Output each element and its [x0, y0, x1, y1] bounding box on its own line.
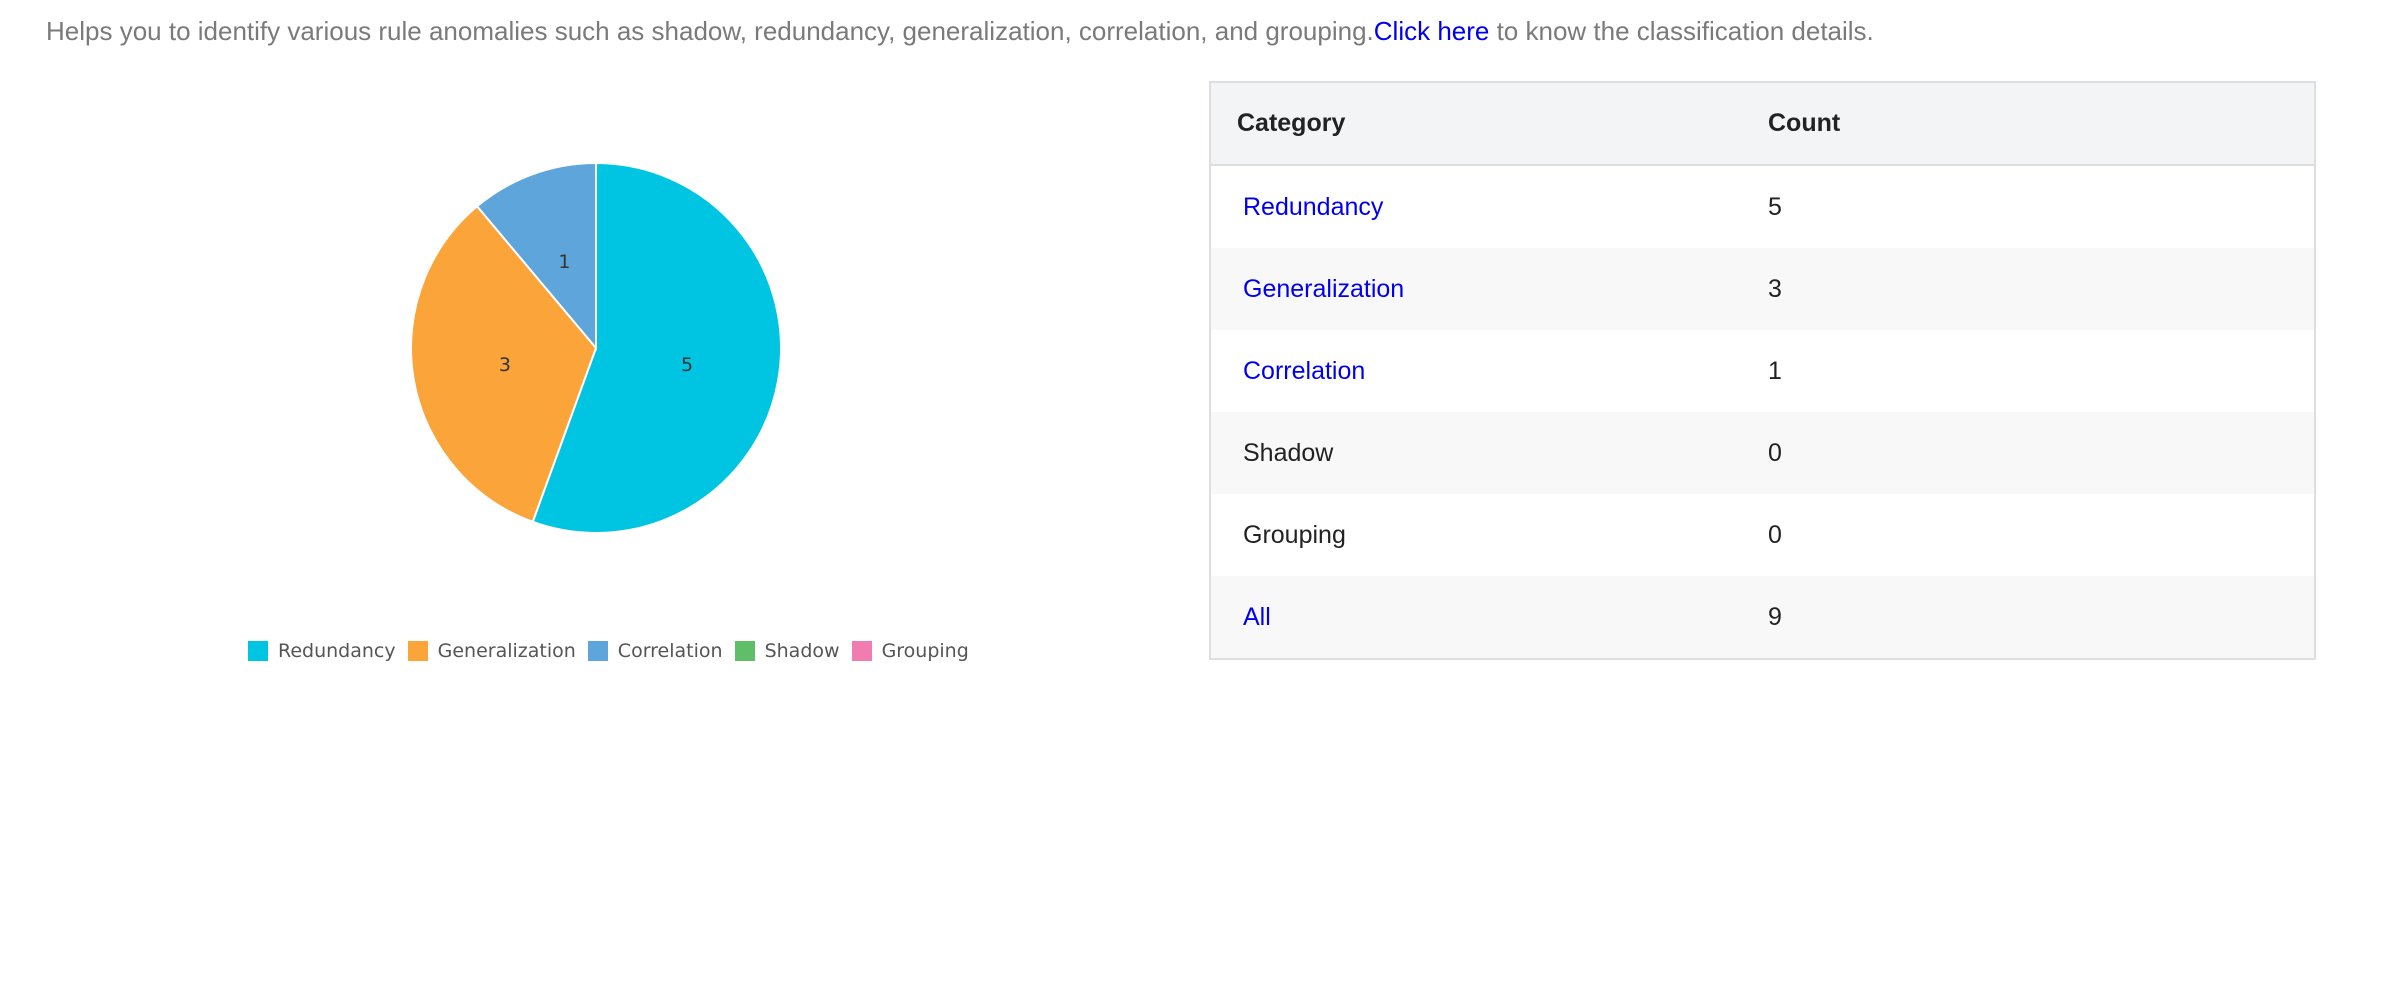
pie-slice-generalization[interactable]: [410, 204, 598, 524]
count-cell: 5: [1768, 192, 1782, 221]
count-cell: 0: [1768, 520, 1782, 549]
count-cell: 1: [1768, 356, 1782, 385]
count-cell: 3: [1768, 248, 2315, 330]
count-cell: 0: [1768, 412, 2315, 494]
legend-swatch: [734, 641, 755, 661]
category-link[interactable]: Redundancy: [1243, 192, 1384, 221]
intro-description: Helps you to identify various rule anoma…: [46, 16, 1374, 46]
legend-item-grouping[interactable]: Grouping: [851, 640, 969, 662]
pie-data-label: 5: [681, 354, 693, 376]
legend-label: Shadow: [764, 640, 840, 662]
table-row: Correlation 1: [1210, 330, 2315, 412]
category-text: Shadow: [1243, 438, 1334, 467]
category-cell: Generalization: [1210, 248, 1768, 330]
intro-text: Helps you to identify various rule anoma…: [46, 16, 1874, 47]
category-cell: Grouping: [1210, 494, 1768, 576]
table-row: All 9: [1210, 576, 2315, 659]
category-cell: All: [1210, 576, 1768, 659]
category-text: Grouping: [1243, 520, 1346, 549]
table-header: Category Count: [1210, 82, 2315, 166]
anomaly-table: Category Count Redundancy 5 Generalization…: [1209, 81, 2316, 660]
legend-label: Grouping: [881, 640, 969, 662]
pie-data-label: 1: [558, 251, 570, 273]
legend-item-redundancy[interactable]: Redundancy: [248, 640, 396, 662]
pie-data-label: 3: [499, 354, 511, 376]
legend-item-generalization[interactable]: Generalization: [407, 640, 576, 662]
category-link[interactable]: All: [1243, 602, 1271, 631]
category-cell: Redundancy: [1210, 165, 1768, 248]
legend-swatch: [407, 641, 428, 661]
table-row: Redundancy 5: [1210, 165, 2315, 248]
pie-chart: 5 3 1: [410, 161, 782, 534]
pie-slice-correlation[interactable]: [475, 161, 597, 351]
legend-item-correlation[interactable]: Correlation: [587, 640, 723, 662]
legend-label: Generalization: [437, 640, 576, 662]
legend-swatch: [587, 641, 608, 661]
category-link[interactable]: Generalization: [1243, 274, 1405, 303]
header-category: Category: [1210, 82, 1768, 166]
legend-label: Correlation: [617, 640, 723, 662]
pie-slice-redundancy[interactable]: [531, 161, 782, 534]
count-cell: 9: [1768, 576, 2315, 659]
legend-label: Redundancy: [278, 640, 396, 662]
legend-swatch: [851, 641, 872, 661]
legend-item-shadow[interactable]: Shadow: [734, 640, 840, 662]
table-row: Shadow 0: [1210, 412, 2315, 494]
intro-suffix: to know the classification details.: [1489, 16, 1874, 46]
category-cell: Shadow: [1210, 412, 1768, 494]
category-cell: Correlation: [1210, 330, 1768, 412]
table-row: Grouping 0: [1210, 494, 2315, 576]
classification-details-link[interactable]: Click here: [1373, 16, 1490, 46]
legend-swatch: [248, 641, 268, 661]
category-link[interactable]: Correlation: [1243, 356, 1366, 385]
table-row: Generalization 3: [1210, 248, 2315, 330]
header-count: Count: [1768, 82, 2315, 166]
chart-legend: Redundancy Generalization Correlation Sh…: [248, 640, 981, 662]
